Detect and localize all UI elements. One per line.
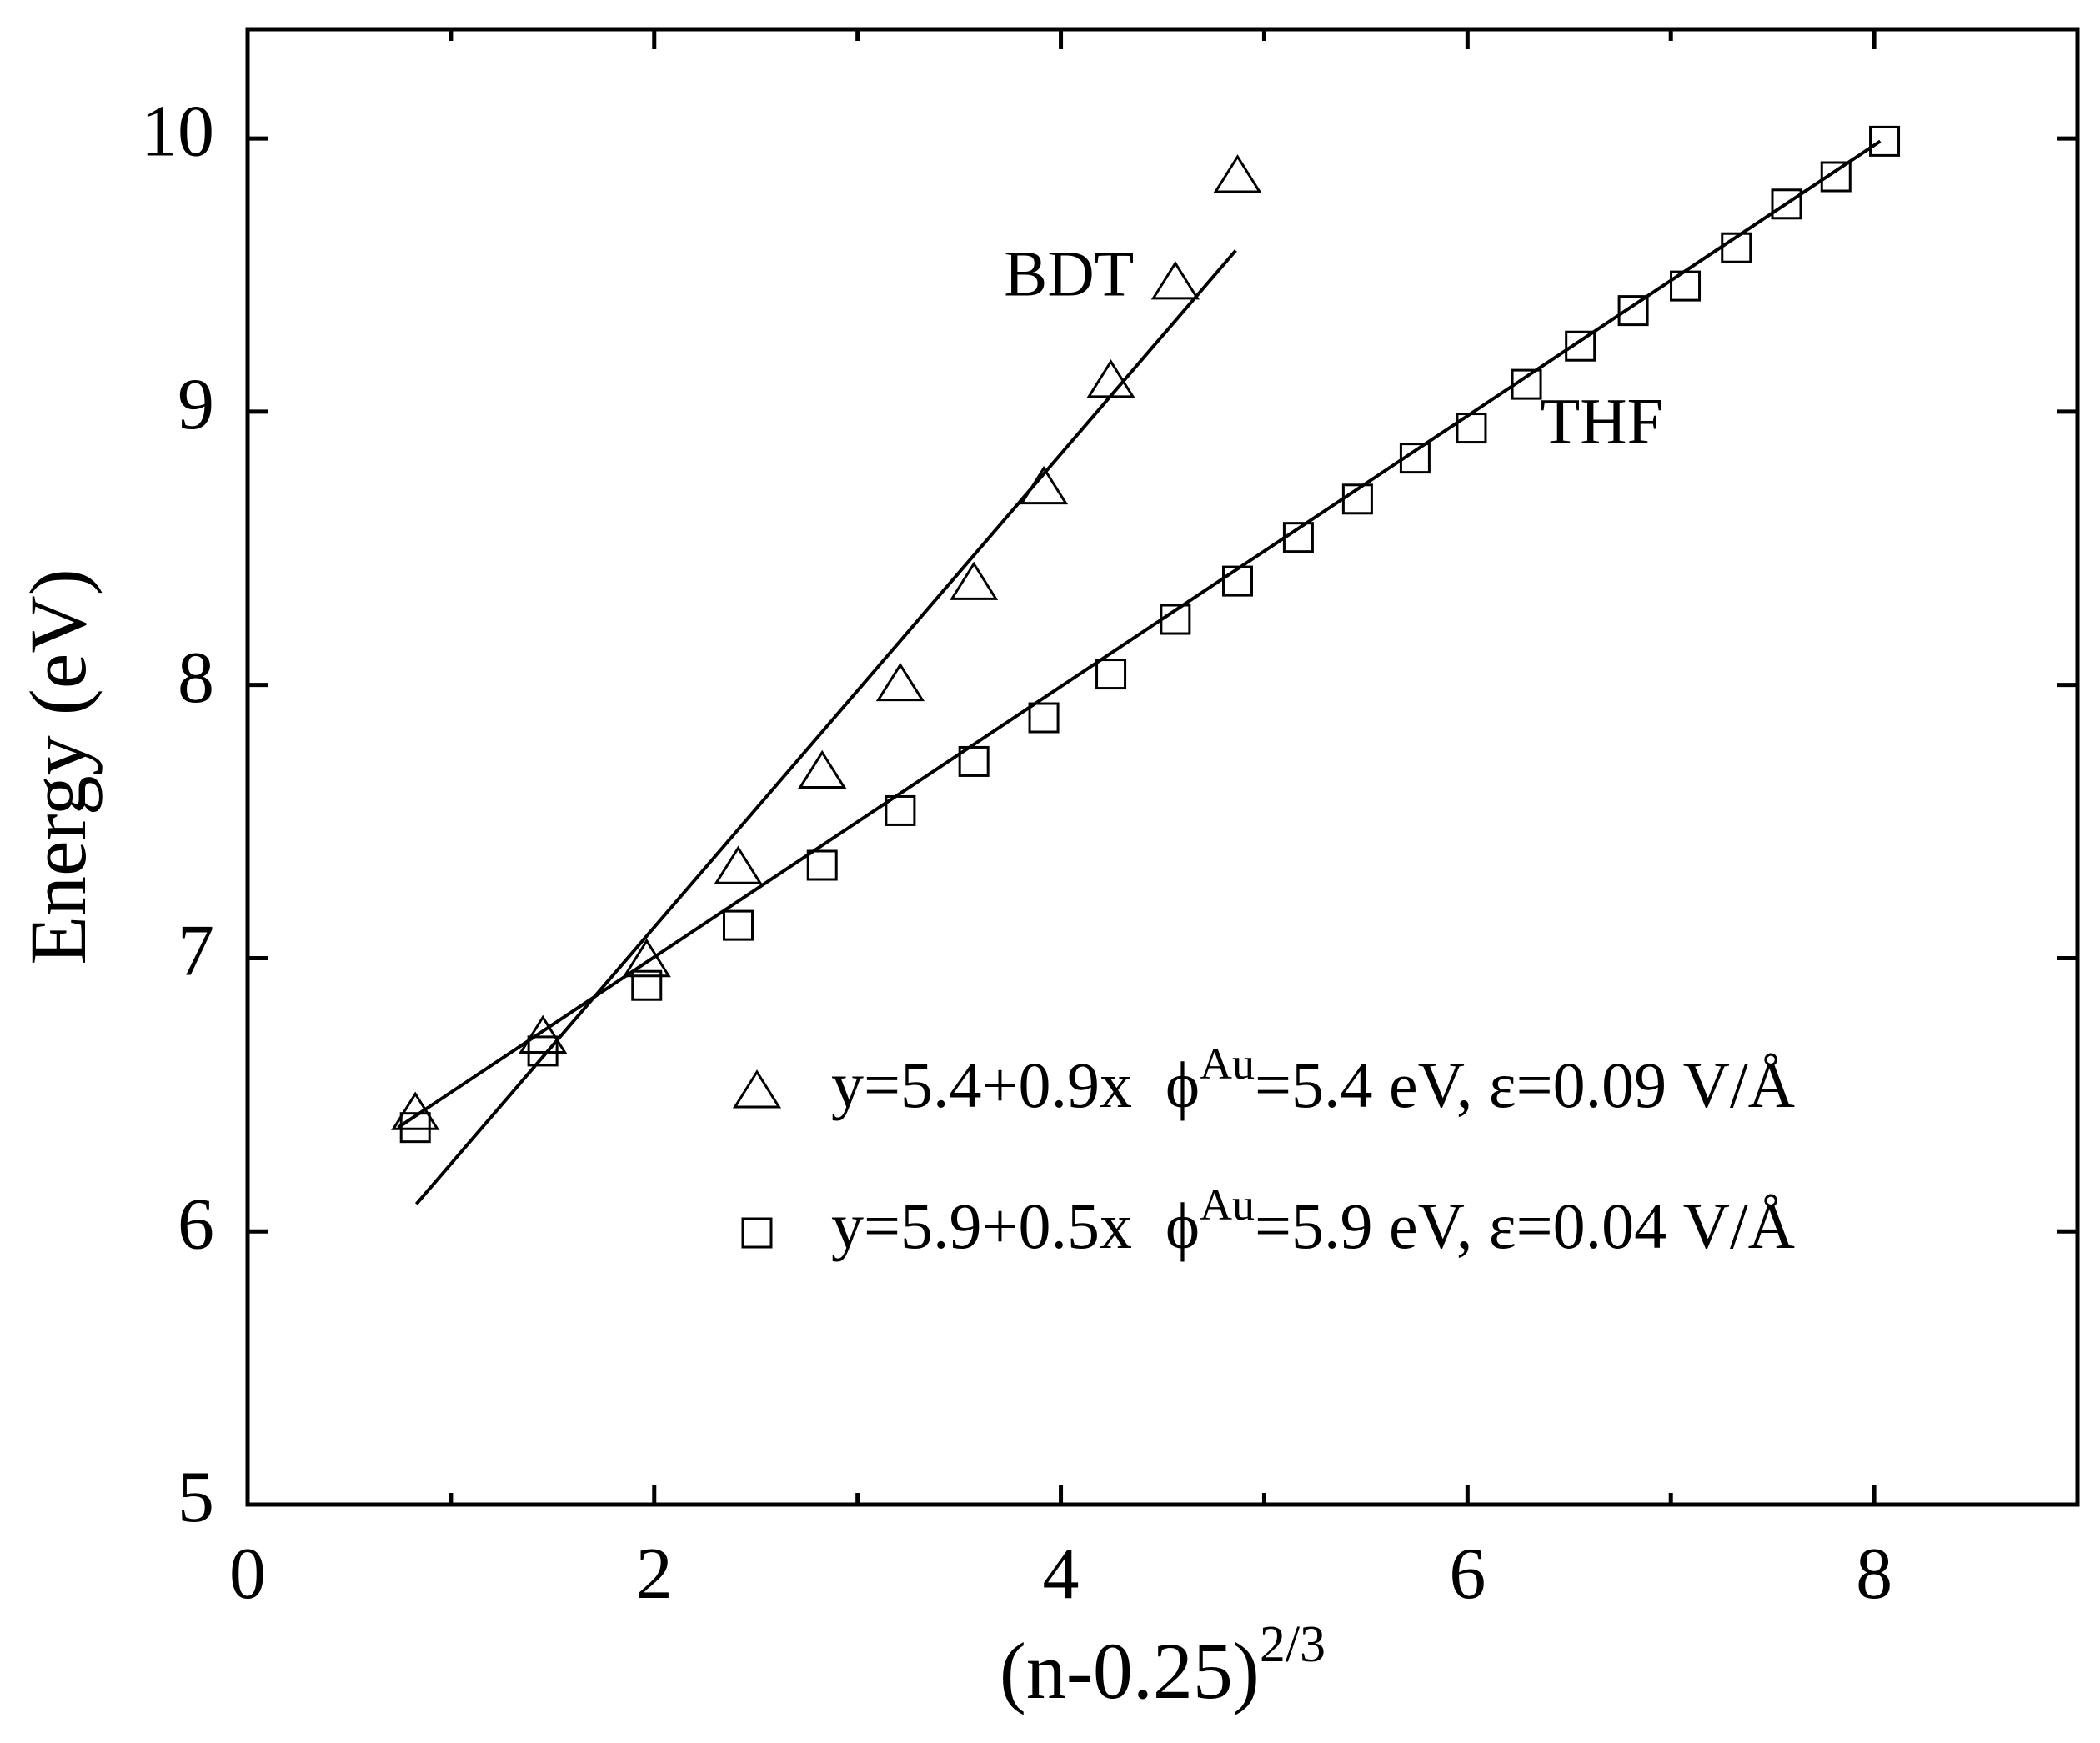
square-marker <box>1721 232 1752 263</box>
square-marker <box>1456 413 1487 444</box>
x-tick-label: 6 <box>1449 1534 1486 1615</box>
legend-part: =5.4 eV, ε=0.09 V/Å <box>1255 1049 1795 1121</box>
square-marker <box>958 745 990 777</box>
x-axis-label: (n-0.25)2/3 <box>1000 1616 1326 1715</box>
y-tick-label: 10 <box>141 91 214 172</box>
square-marker <box>1617 295 1649 327</box>
square-marker <box>1282 522 1314 553</box>
legend-name: y=5.9+0.5x <box>831 1190 1132 1262</box>
x-tick-label: 2 <box>636 1534 673 1615</box>
triangle-marker <box>1019 465 1069 505</box>
fit-line <box>397 139 1882 1129</box>
annotation: THF <box>1541 384 1663 457</box>
triangle-marker <box>622 938 671 978</box>
square-marker <box>527 1035 559 1067</box>
triangle-marker <box>714 845 763 884</box>
legend-part: =5.9 eV, ε=0.04 V/Å <box>1255 1190 1795 1262</box>
triangle-marker <box>1150 261 1200 300</box>
square-marker <box>1221 565 1253 597</box>
triangle-marker <box>1086 359 1135 398</box>
y-tick-label: 9 <box>178 364 214 445</box>
triangle-marker <box>519 1014 568 1054</box>
square-marker <box>399 1112 431 1144</box>
triangle-marker <box>1213 154 1262 193</box>
y-axis-label: Energy (eV) <box>13 568 103 964</box>
triangle-marker <box>391 1091 440 1130</box>
square-marker <box>1028 702 1060 734</box>
square-marker <box>1869 125 1901 157</box>
legend-entry: y=5.9+0.5x ϕAu=5.9 eV, ε=0.04 V/Å <box>831 1180 1795 1262</box>
square-marker <box>1399 443 1431 474</box>
triangle-marker <box>798 749 847 789</box>
square-marker <box>631 969 663 1001</box>
square-marker <box>806 849 838 881</box>
legend-sup: Au <box>1200 1039 1255 1089</box>
x-axis-label-sup: 2/3 <box>1260 1616 1326 1673</box>
x-axis-label-main: (n-0.25) <box>1000 1626 1260 1715</box>
square-marker <box>723 909 754 941</box>
legend-part: ϕ <box>1165 1049 1200 1121</box>
annotation: BDT <box>1004 237 1134 309</box>
y-tick-label: 5 <box>178 1457 214 1538</box>
square-marker <box>1160 604 1191 635</box>
square-marker <box>1341 483 1373 515</box>
legend-sup: Au <box>1200 1180 1255 1230</box>
triangle-marker <box>950 561 999 600</box>
x-tick-label: 8 <box>1856 1534 1892 1615</box>
y-tick-label: 6 <box>178 1184 214 1265</box>
square-marker <box>1095 659 1127 690</box>
square-marker <box>1511 368 1542 400</box>
fit-line <box>414 249 1237 1205</box>
legend-entry: y=5.4+0.9x ϕAu=5.4 eV, ε=0.09 V/Å <box>831 1039 1795 1121</box>
legend-name: y=5.4+0.9x <box>831 1049 1132 1121</box>
square-marker <box>1670 270 1702 302</box>
y-tick-label: 7 <box>178 911 214 992</box>
square-marker <box>1565 330 1596 362</box>
legend-part: ϕ <box>1165 1190 1200 1262</box>
square-marker <box>885 794 916 826</box>
plot-frame <box>245 27 2080 1507</box>
square-marker <box>1820 161 1852 193</box>
x-tick-label: 4 <box>1043 1534 1080 1615</box>
triangle-marker <box>875 662 925 702</box>
square-marker <box>741 1217 773 1249</box>
x-tick-label: 0 <box>229 1534 266 1615</box>
square-marker <box>1771 188 1802 220</box>
triangle-marker <box>732 1069 782 1109</box>
y-tick-label: 8 <box>178 638 214 719</box>
